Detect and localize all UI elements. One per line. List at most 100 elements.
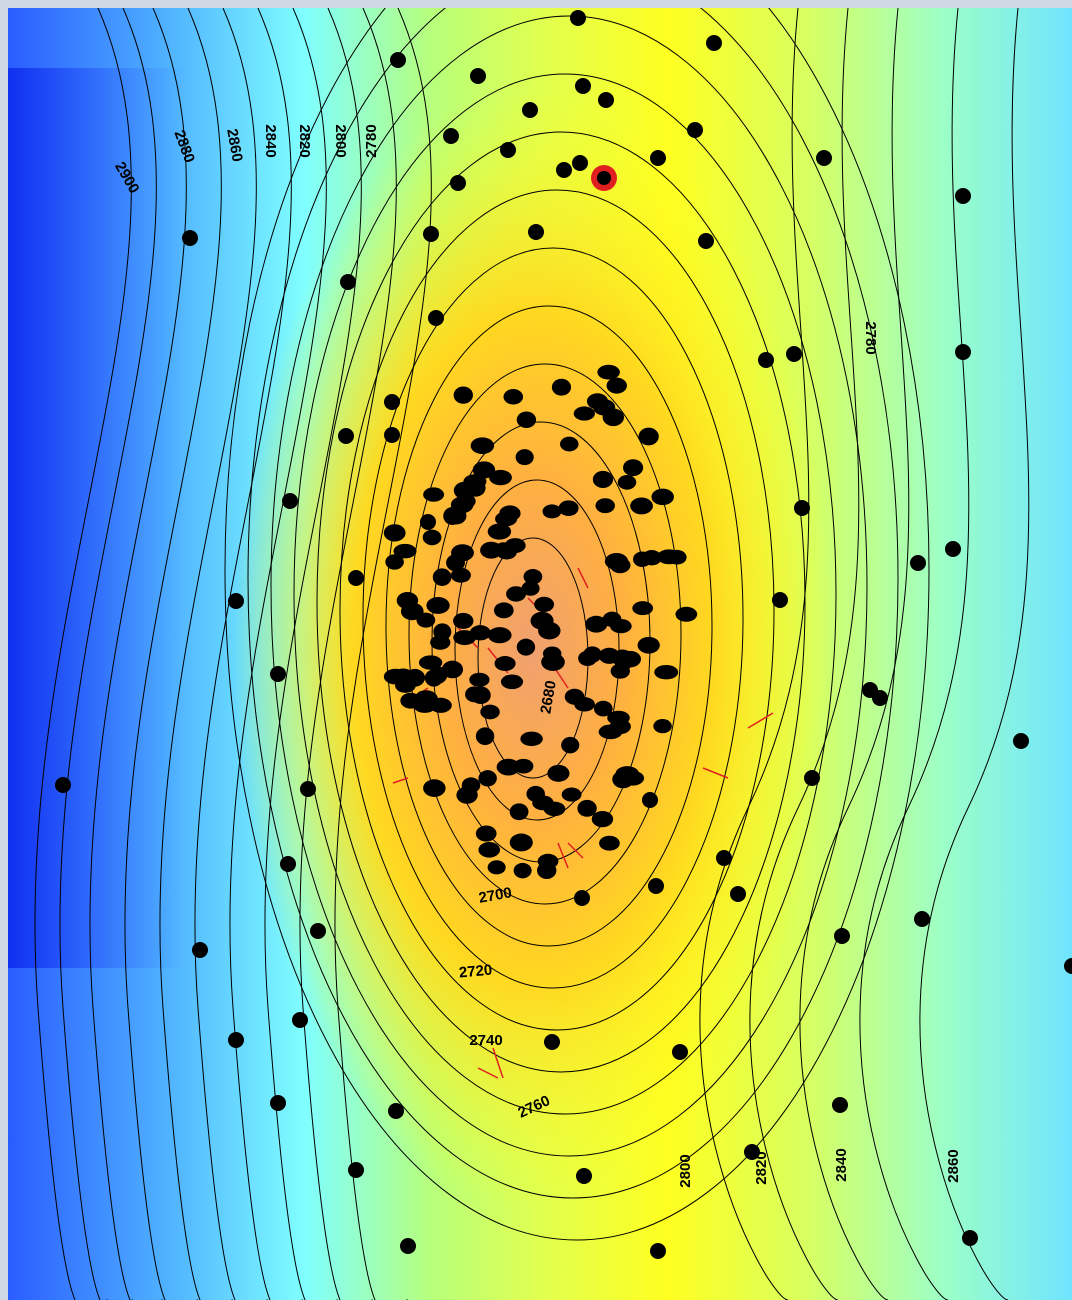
well-dot[interactable] [638,427,659,446]
well-dot[interactable] [453,630,476,646]
well-dot[interactable] [522,102,538,118]
well-dot[interactable] [641,550,662,566]
well-dot[interactable] [423,226,439,242]
well-dot[interactable] [675,606,698,622]
well-dot[interactable] [503,389,524,405]
well-dot[interactable] [418,655,443,670]
well-dot[interactable] [487,627,512,644]
well-dot[interactable] [598,647,620,664]
well-dot[interactable] [547,764,570,782]
well-dot[interactable] [390,52,406,68]
well-dot[interactable] [534,596,555,613]
well-dot[interactable] [475,825,497,842]
well-dot[interactable] [606,377,627,394]
well-dot[interactable] [523,569,543,585]
well-dot[interactable] [489,469,512,486]
well-dot[interactable] [593,700,613,717]
well-dot[interactable] [551,378,572,396]
well-dot[interactable] [432,568,452,586]
well-dot[interactable] [637,636,660,654]
well-dot[interactable] [228,1032,244,1048]
well-dot[interactable] [577,799,597,817]
well-dot[interactable] [478,770,497,787]
well-dot[interactable] [612,770,634,789]
well-dot[interactable] [538,621,561,640]
well-dot[interactable] [542,504,562,519]
well-dot[interactable] [516,411,537,429]
well-dot[interactable] [340,274,356,290]
well-dot[interactable] [595,498,615,514]
well-dot[interactable] [570,10,586,26]
well-dot[interactable] [182,230,198,246]
well-dot[interactable] [420,514,436,530]
well-dot[interactable] [564,688,585,705]
well-dot[interactable] [480,541,503,559]
well-dot[interactable] [617,475,637,490]
well-dot[interactable] [672,1044,688,1060]
well-dot[interactable] [441,660,464,679]
well-dot[interactable] [348,1162,364,1178]
well-dot[interactable] [470,686,491,705]
well-dot[interactable] [348,570,364,586]
well-dot[interactable] [576,1168,592,1184]
well-dot[interactable] [632,601,654,616]
well-dot[interactable] [962,1230,978,1246]
well-dot[interactable] [385,554,404,570]
well-dot[interactable] [472,461,496,479]
well-dot[interactable] [706,35,722,51]
well-dot[interactable] [430,635,451,650]
well-dot[interactable] [496,758,521,776]
well-dot[interactable] [786,346,802,362]
well-dot[interactable] [443,128,459,144]
well-dot[interactable] [470,437,495,455]
well-dot[interactable] [598,92,614,108]
well-dot[interactable] [654,664,679,680]
well-dot[interactable] [192,942,208,958]
well-dot[interactable] [597,364,620,380]
highlighted-well-core[interactable] [597,171,611,185]
well-dot[interactable] [509,803,529,821]
well-dot[interactable] [500,674,524,690]
well-dot[interactable] [453,386,473,404]
well-dot[interactable] [487,523,512,540]
well-dot[interactable] [730,886,746,902]
well-dot[interactable] [604,553,629,570]
well-dot[interactable] [480,704,500,720]
well-dot[interactable] [556,162,572,178]
well-dot[interactable] [542,646,562,661]
well-dot[interactable] [572,155,588,171]
well-dot[interactable] [744,1144,760,1160]
well-dot[interactable] [384,394,400,410]
well-dot[interactable] [623,459,644,477]
well-dot[interactable] [816,150,832,166]
well-dot[interactable] [469,672,490,687]
well-dot[interactable] [574,890,590,906]
well-dot[interactable] [955,344,971,360]
well-dot[interactable] [423,779,446,797]
well-dot[interactable] [955,188,971,204]
well-dot[interactable] [280,856,296,872]
well-dot[interactable] [423,487,445,502]
well-dot[interactable] [687,122,703,138]
well-dot[interactable] [698,233,714,249]
well-dot[interactable] [537,862,557,879]
well-dot[interactable] [651,488,674,506]
well-dot[interactable] [583,646,602,663]
well-dot[interactable] [558,500,579,516]
well-dot[interactable] [573,406,595,421]
well-dot[interactable] [270,666,286,682]
well-dot[interactable] [55,777,71,793]
well-dot[interactable] [716,850,732,866]
well-dot[interactable] [470,68,486,84]
well-dot[interactable] [494,656,516,672]
well-dot[interactable] [593,399,616,416]
well-dot[interactable] [509,833,533,852]
well-dot[interactable] [383,524,406,542]
well-dot[interactable] [528,224,544,240]
well-dot[interactable] [310,923,326,939]
well-dot[interactable] [832,1097,848,1113]
well-dot[interactable] [500,142,516,158]
well-dot[interactable] [607,710,630,725]
well-dot[interactable] [463,474,487,489]
well-dot[interactable] [561,736,580,754]
